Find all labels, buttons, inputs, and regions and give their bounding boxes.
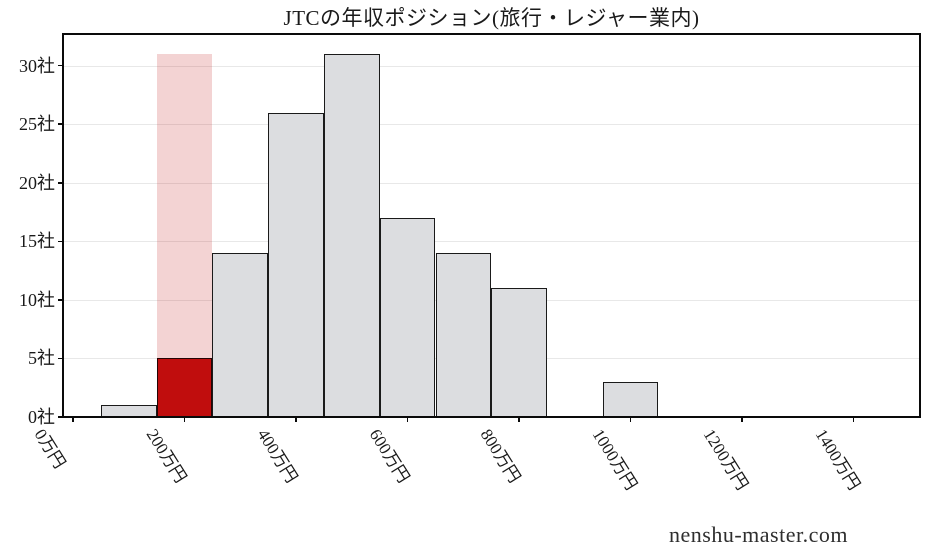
chart-title: JTCの年収ポジション(旅行・レジャー業内) bbox=[283, 6, 700, 30]
y-tick-label: 0社 bbox=[28, 407, 55, 427]
histogram-bar bbox=[435, 253, 492, 416]
y-tick-mark bbox=[58, 64, 62, 67]
x-tick-label: 200万円 bbox=[142, 425, 190, 487]
gridline-30 bbox=[64, 65, 919, 67]
x-tick-mark bbox=[295, 418, 297, 422]
x-tick-label: 1200万円 bbox=[699, 425, 752, 494]
y-tick-mark bbox=[58, 299, 62, 301]
histogram-bar-highlighted bbox=[156, 358, 213, 416]
histogram-bar bbox=[323, 53, 380, 416]
x-tick-mark bbox=[629, 418, 632, 422]
y-tick-mark bbox=[58, 416, 62, 418]
histogram-bar bbox=[268, 112, 324, 416]
y-tick-label: 15社 bbox=[19, 231, 55, 252]
gridline-25 bbox=[64, 124, 919, 126]
watermark: nenshu-master.com bbox=[669, 522, 848, 547]
gridline-20 bbox=[64, 182, 919, 184]
x-tick-mark bbox=[72, 418, 74, 422]
histogram-bar bbox=[379, 217, 436, 416]
y-tick-label: 10社 bbox=[19, 289, 55, 310]
x-tick-mark bbox=[183, 418, 186, 422]
x-tick-label: 800万円 bbox=[476, 425, 525, 487]
histogram-bar bbox=[602, 381, 659, 416]
x-tick-mark bbox=[852, 418, 855, 422]
x-tick-label: 0万円 bbox=[30, 425, 70, 472]
plot-frame bbox=[62, 33, 921, 418]
x-tick-mark bbox=[518, 418, 520, 422]
histogram-bar bbox=[100, 405, 157, 416]
y-tick-mark bbox=[58, 123, 62, 125]
y-tick-label: 30社 bbox=[19, 55, 55, 76]
histogram-bar bbox=[212, 253, 269, 416]
x-tick-label: 600万円 bbox=[365, 425, 413, 487]
histogram-bar bbox=[491, 288, 547, 416]
y-tick-mark bbox=[58, 357, 62, 360]
y-tick-mark bbox=[58, 240, 62, 243]
y-tick-label: 20社 bbox=[19, 172, 55, 193]
y-tick-mark bbox=[58, 182, 62, 184]
y-tick-label: 5社 bbox=[28, 348, 55, 369]
x-tick-mark bbox=[741, 418, 743, 422]
x-tick-mark bbox=[406, 418, 409, 422]
x-tick-label: 1000万円 bbox=[588, 425, 641, 494]
y-tick-label: 25社 bbox=[19, 114, 55, 135]
x-tick-label: 400万円 bbox=[253, 425, 302, 487]
gridline-15 bbox=[64, 241, 919, 243]
highlight-band bbox=[156, 53, 213, 416]
x-tick-label: 1400万円 bbox=[811, 425, 864, 494]
